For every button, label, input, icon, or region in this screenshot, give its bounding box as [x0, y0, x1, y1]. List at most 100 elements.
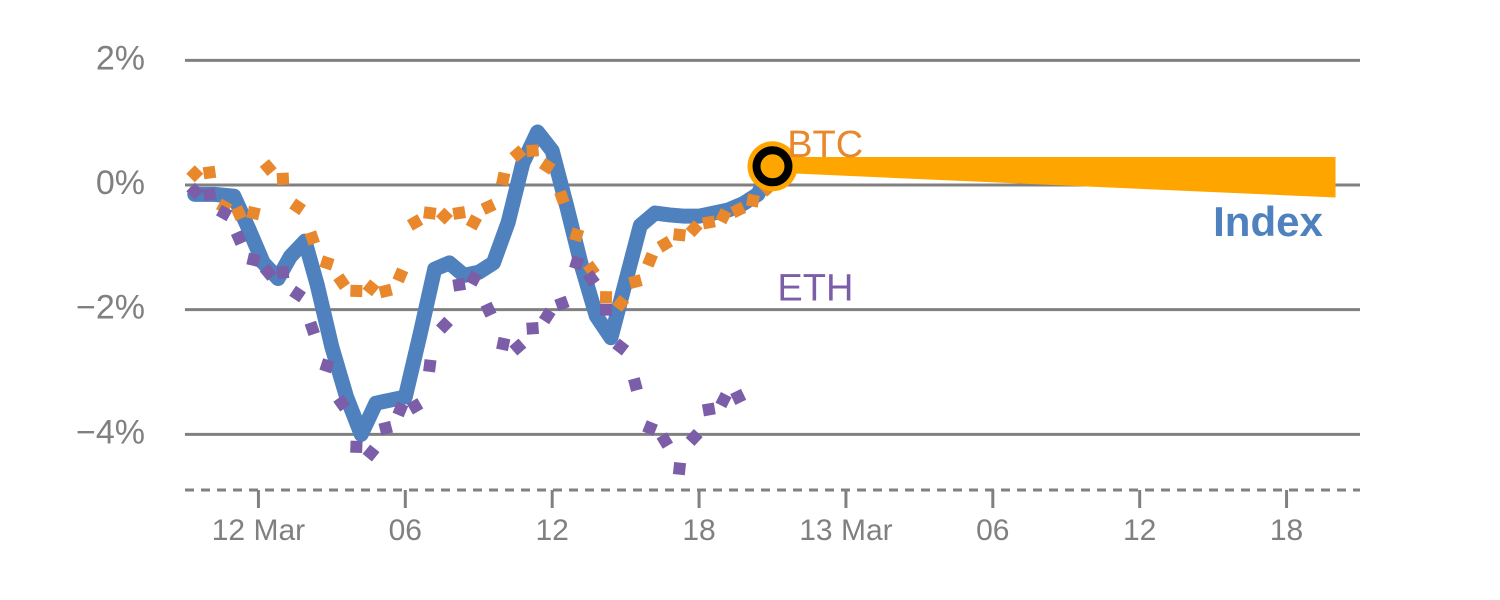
data-point	[362, 444, 380, 462]
data-point	[599, 303, 613, 316]
data-point	[612, 338, 630, 356]
data-point	[186, 182, 204, 200]
x-tick-label: 06	[389, 514, 422, 547]
series-index-line	[187, 124, 780, 442]
series-eth-dots	[186, 182, 747, 476]
data-point	[276, 172, 290, 186]
data-point	[276, 265, 290, 279]
data-point	[701, 402, 716, 417]
data-point	[289, 285, 306, 303]
data-point	[628, 274, 643, 289]
x-tick-label: 12 Mar	[212, 514, 305, 547]
data-point	[672, 462, 687, 476]
btc-current-marker[interactable]	[747, 141, 798, 192]
data-point	[656, 432, 674, 449]
data-point	[642, 420, 658, 436]
y-tick-label: 2%	[96, 39, 145, 77]
data-point	[538, 307, 556, 325]
data-point	[202, 187, 217, 202]
x-tick-label: 12	[536, 514, 569, 547]
data-point	[319, 358, 335, 374]
data-point	[304, 230, 320, 246]
data-point	[378, 283, 394, 299]
data-point	[730, 201, 747, 218]
data-point	[480, 198, 497, 215]
x-tick-label: 13 Mar	[799, 514, 892, 547]
data-point	[642, 251, 658, 268]
data-point	[333, 394, 351, 412]
data-point	[406, 214, 424, 231]
y-tick-label: −2%	[76, 289, 145, 327]
data-point	[496, 336, 511, 352]
data-point	[186, 165, 204, 183]
data-point	[715, 391, 732, 409]
data-point	[685, 428, 703, 446]
data-point	[582, 260, 600, 278]
data-point	[656, 235, 674, 253]
data-point	[496, 171, 511, 186]
data-point	[582, 270, 600, 287]
data-point	[246, 252, 261, 267]
x-tick-label: 06	[976, 514, 1009, 547]
y-tick-label: −4%	[76, 413, 145, 451]
gridlines-group	[185, 58, 1360, 436]
data-point	[730, 388, 747, 405]
series-label-index: Index	[1213, 198, 1323, 245]
data-point	[465, 270, 482, 287]
marker-ring-circle	[752, 146, 793, 187]
y-tick-label: 0%	[96, 164, 145, 202]
data-point	[672, 228, 687, 242]
data-point	[612, 295, 630, 312]
data-point	[319, 255, 335, 271]
data-point	[554, 295, 570, 312]
btc-forecast-band	[772, 156, 1336, 198]
data-point	[350, 284, 363, 298]
data-point	[392, 401, 409, 418]
data-point	[554, 189, 570, 206]
data-point	[745, 193, 760, 208]
data-point	[435, 316, 453, 334]
y-axis-labels-group: 2% 0% −2% −4%	[76, 39, 145, 451]
data-point	[362, 279, 380, 297]
data-point	[701, 215, 716, 230]
series-btc-dots	[186, 144, 780, 312]
data-point	[509, 338, 527, 356]
data-point	[333, 273, 351, 290]
data-point	[465, 214, 482, 231]
data-point	[509, 145, 527, 163]
data-point	[452, 206, 467, 220]
series-label-btc: BTC	[787, 124, 863, 166]
data-point	[392, 267, 409, 284]
data-point	[599, 291, 613, 304]
data-point	[628, 377, 643, 392]
data-point	[685, 220, 703, 238]
data-point	[202, 165, 217, 180]
data-point	[289, 198, 306, 216]
x-axis-labels-group: 12 Mar 06 12 18 13 Mar 06 12 18	[212, 514, 1304, 547]
data-point	[452, 277, 467, 292]
data-point	[350, 440, 363, 454]
data-point	[246, 205, 261, 221]
data-point	[259, 159, 277, 176]
data-point	[230, 205, 247, 221]
data-point	[423, 359, 437, 373]
data-point	[526, 144, 540, 158]
series-label-eth: ETH	[777, 267, 853, 309]
data-point	[480, 301, 497, 318]
x-axis-ticks-group	[256, 490, 1289, 508]
x-tick-label: 12	[1123, 514, 1156, 547]
data-point	[304, 320, 320, 336]
x-tick-label: 18	[682, 514, 715, 547]
data-point	[435, 207, 453, 225]
data-point	[406, 398, 424, 415]
data-point	[569, 227, 585, 243]
data-point	[378, 420, 394, 436]
data-point	[538, 158, 556, 175]
data-point	[715, 208, 732, 225]
data-point	[526, 321, 540, 335]
data-point	[216, 204, 233, 222]
data-point	[259, 263, 277, 281]
data-point	[423, 206, 437, 220]
